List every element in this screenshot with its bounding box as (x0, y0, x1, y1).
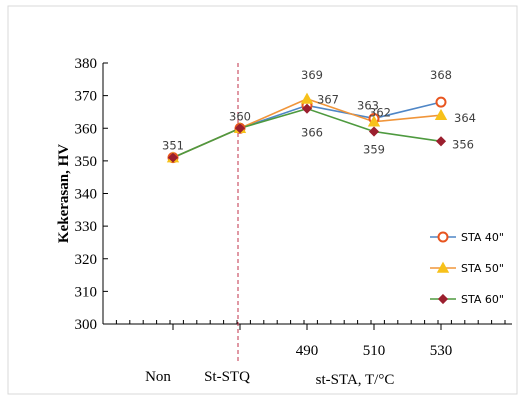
data-label: 363 (357, 98, 379, 112)
axes: 300 310 320 330 340 350 360 370 380 Non St-STQ 490 5… (56, 56, 512, 388)
x-tick-label: 490 (296, 343, 319, 359)
series-point-triangle (300, 92, 314, 104)
data-label: 351 (162, 139, 184, 153)
series-point-triangle (436, 261, 450, 273)
y-tick-label: 340 (75, 187, 98, 203)
legend-label: STA 60" (461, 293, 504, 306)
y-tick-label: 330 (75, 219, 98, 235)
data-label: 360 (229, 109, 251, 123)
series-point-triangle (367, 115, 381, 127)
series-point-circle (437, 231, 449, 243)
x-tick-label: St-STQ (204, 369, 250, 385)
series-point-diamond (368, 126, 380, 137)
series-point-diamond (435, 136, 447, 147)
y-tick-label: 370 (75, 89, 98, 105)
series-point-triangle (434, 108, 448, 120)
y-tick-label: 300 (75, 317, 98, 333)
data-label: 368 (430, 68, 452, 82)
x-tick-label: 530 (430, 343, 453, 359)
legend: STA 40" STA 50" STA 60" (430, 231, 504, 306)
chart-border (7, 5, 518, 395)
y-tick-label: 380 (75, 56, 98, 72)
legend-label: STA 50" (461, 262, 504, 275)
data-labels: 351 360 367 363 368 369 362 364 366 359 356 (162, 68, 476, 157)
y-tick-label: 350 (75, 154, 98, 170)
series-point-diamond (301, 103, 313, 114)
data-label: 364 (454, 111, 476, 125)
data-label: 359 (363, 143, 385, 157)
data-label: 369 (301, 68, 323, 82)
y-tick-label: 320 (75, 252, 98, 268)
x-tick-label: Non (145, 369, 171, 385)
data-label: 367 (317, 92, 339, 106)
series-point-diamond (167, 152, 179, 163)
y-axis-title: Kekerasan, HV (56, 144, 72, 243)
y-tick-label: 360 (75, 121, 98, 137)
series-layer (166, 92, 448, 164)
x-tick-label: 510 (363, 343, 386, 359)
legend-label: STA 40" (461, 231, 504, 244)
data-label: 362 (369, 106, 391, 120)
series-point-diamond (234, 123, 246, 134)
series-point-circle (435, 96, 447, 108)
y-tick-label: 310 (75, 284, 98, 300)
data-label: 356 (452, 137, 474, 151)
data-label: 366 (301, 126, 323, 140)
series-point-diamond (437, 293, 449, 305)
x-axis-title: st-STA, T/°C (316, 372, 395, 388)
